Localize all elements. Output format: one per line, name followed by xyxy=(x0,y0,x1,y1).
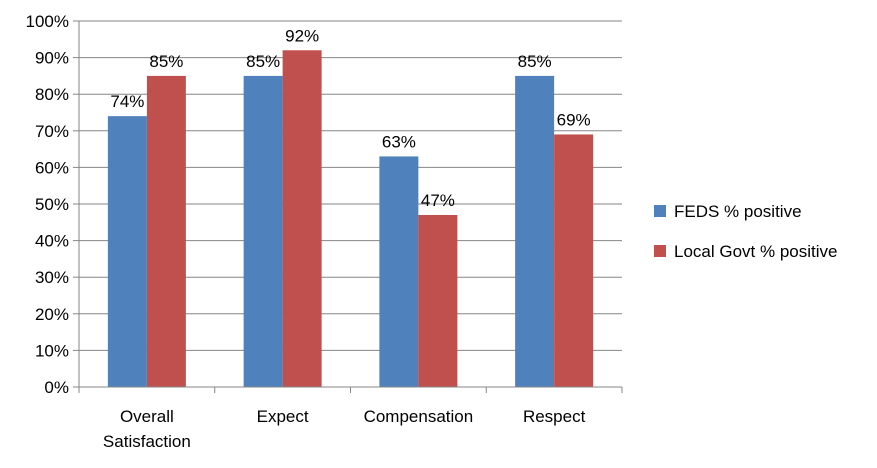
legend-label: FEDS % positive xyxy=(674,202,802,221)
legend-swatch xyxy=(654,205,666,217)
y-tick-label: 30% xyxy=(35,268,69,287)
x-category-label: Overall xyxy=(120,407,174,426)
y-tick-label: 40% xyxy=(35,232,69,251)
y-tick-label: 50% xyxy=(35,195,69,214)
bar-local-govt xyxy=(282,50,322,387)
x-axis-category-labels: Overall Satisfaction Expect Compensation Res… xyxy=(103,407,586,451)
y-tick-label: 10% xyxy=(35,341,69,360)
data-label: 92% xyxy=(285,26,319,45)
legend: FEDS % positive Local Govt % positive xyxy=(654,202,837,261)
bar-feds xyxy=(107,116,147,387)
y-tick-label: 90% xyxy=(35,49,69,68)
data-label: 74% xyxy=(110,92,144,111)
y-axis-tick-labels: 0% 10% 20% 30% 40% 50% 60% 70% 80% 90% 100% xyxy=(26,12,69,397)
bar-feds xyxy=(515,75,555,388)
data-label: 85% xyxy=(518,52,552,71)
bar-local-govt xyxy=(146,75,186,388)
data-label: 69% xyxy=(557,110,591,129)
data-labels: 74% 85% 85% 92% 63% 47% 85% 69% xyxy=(110,26,590,210)
data-label: 47% xyxy=(421,191,455,210)
legend-swatch xyxy=(654,245,666,257)
bar-local-govt xyxy=(554,134,594,387)
x-category-label: Expect xyxy=(257,407,309,426)
y-tick-label: 80% xyxy=(35,85,69,104)
x-category-label: Compensation xyxy=(364,407,474,426)
axes xyxy=(73,20,623,393)
data-label: 85% xyxy=(246,52,280,71)
bar-feds xyxy=(379,156,419,387)
data-label: 63% xyxy=(382,132,416,151)
legend-label: Local Govt % positive xyxy=(674,242,837,261)
y-tick-label: 100% xyxy=(26,12,69,31)
bar-local-govt xyxy=(418,214,458,387)
y-tick-label: 0% xyxy=(44,378,69,397)
y-tick-label: 70% xyxy=(35,122,69,141)
y-tick-label: 60% xyxy=(35,158,69,177)
x-category-label: Satisfaction xyxy=(103,432,191,451)
data-label: 85% xyxy=(149,52,183,71)
y-tick-label: 20% xyxy=(35,305,69,324)
bars xyxy=(107,50,594,388)
bar-feds xyxy=(243,75,283,388)
x-category-label: Respect xyxy=(523,407,586,426)
